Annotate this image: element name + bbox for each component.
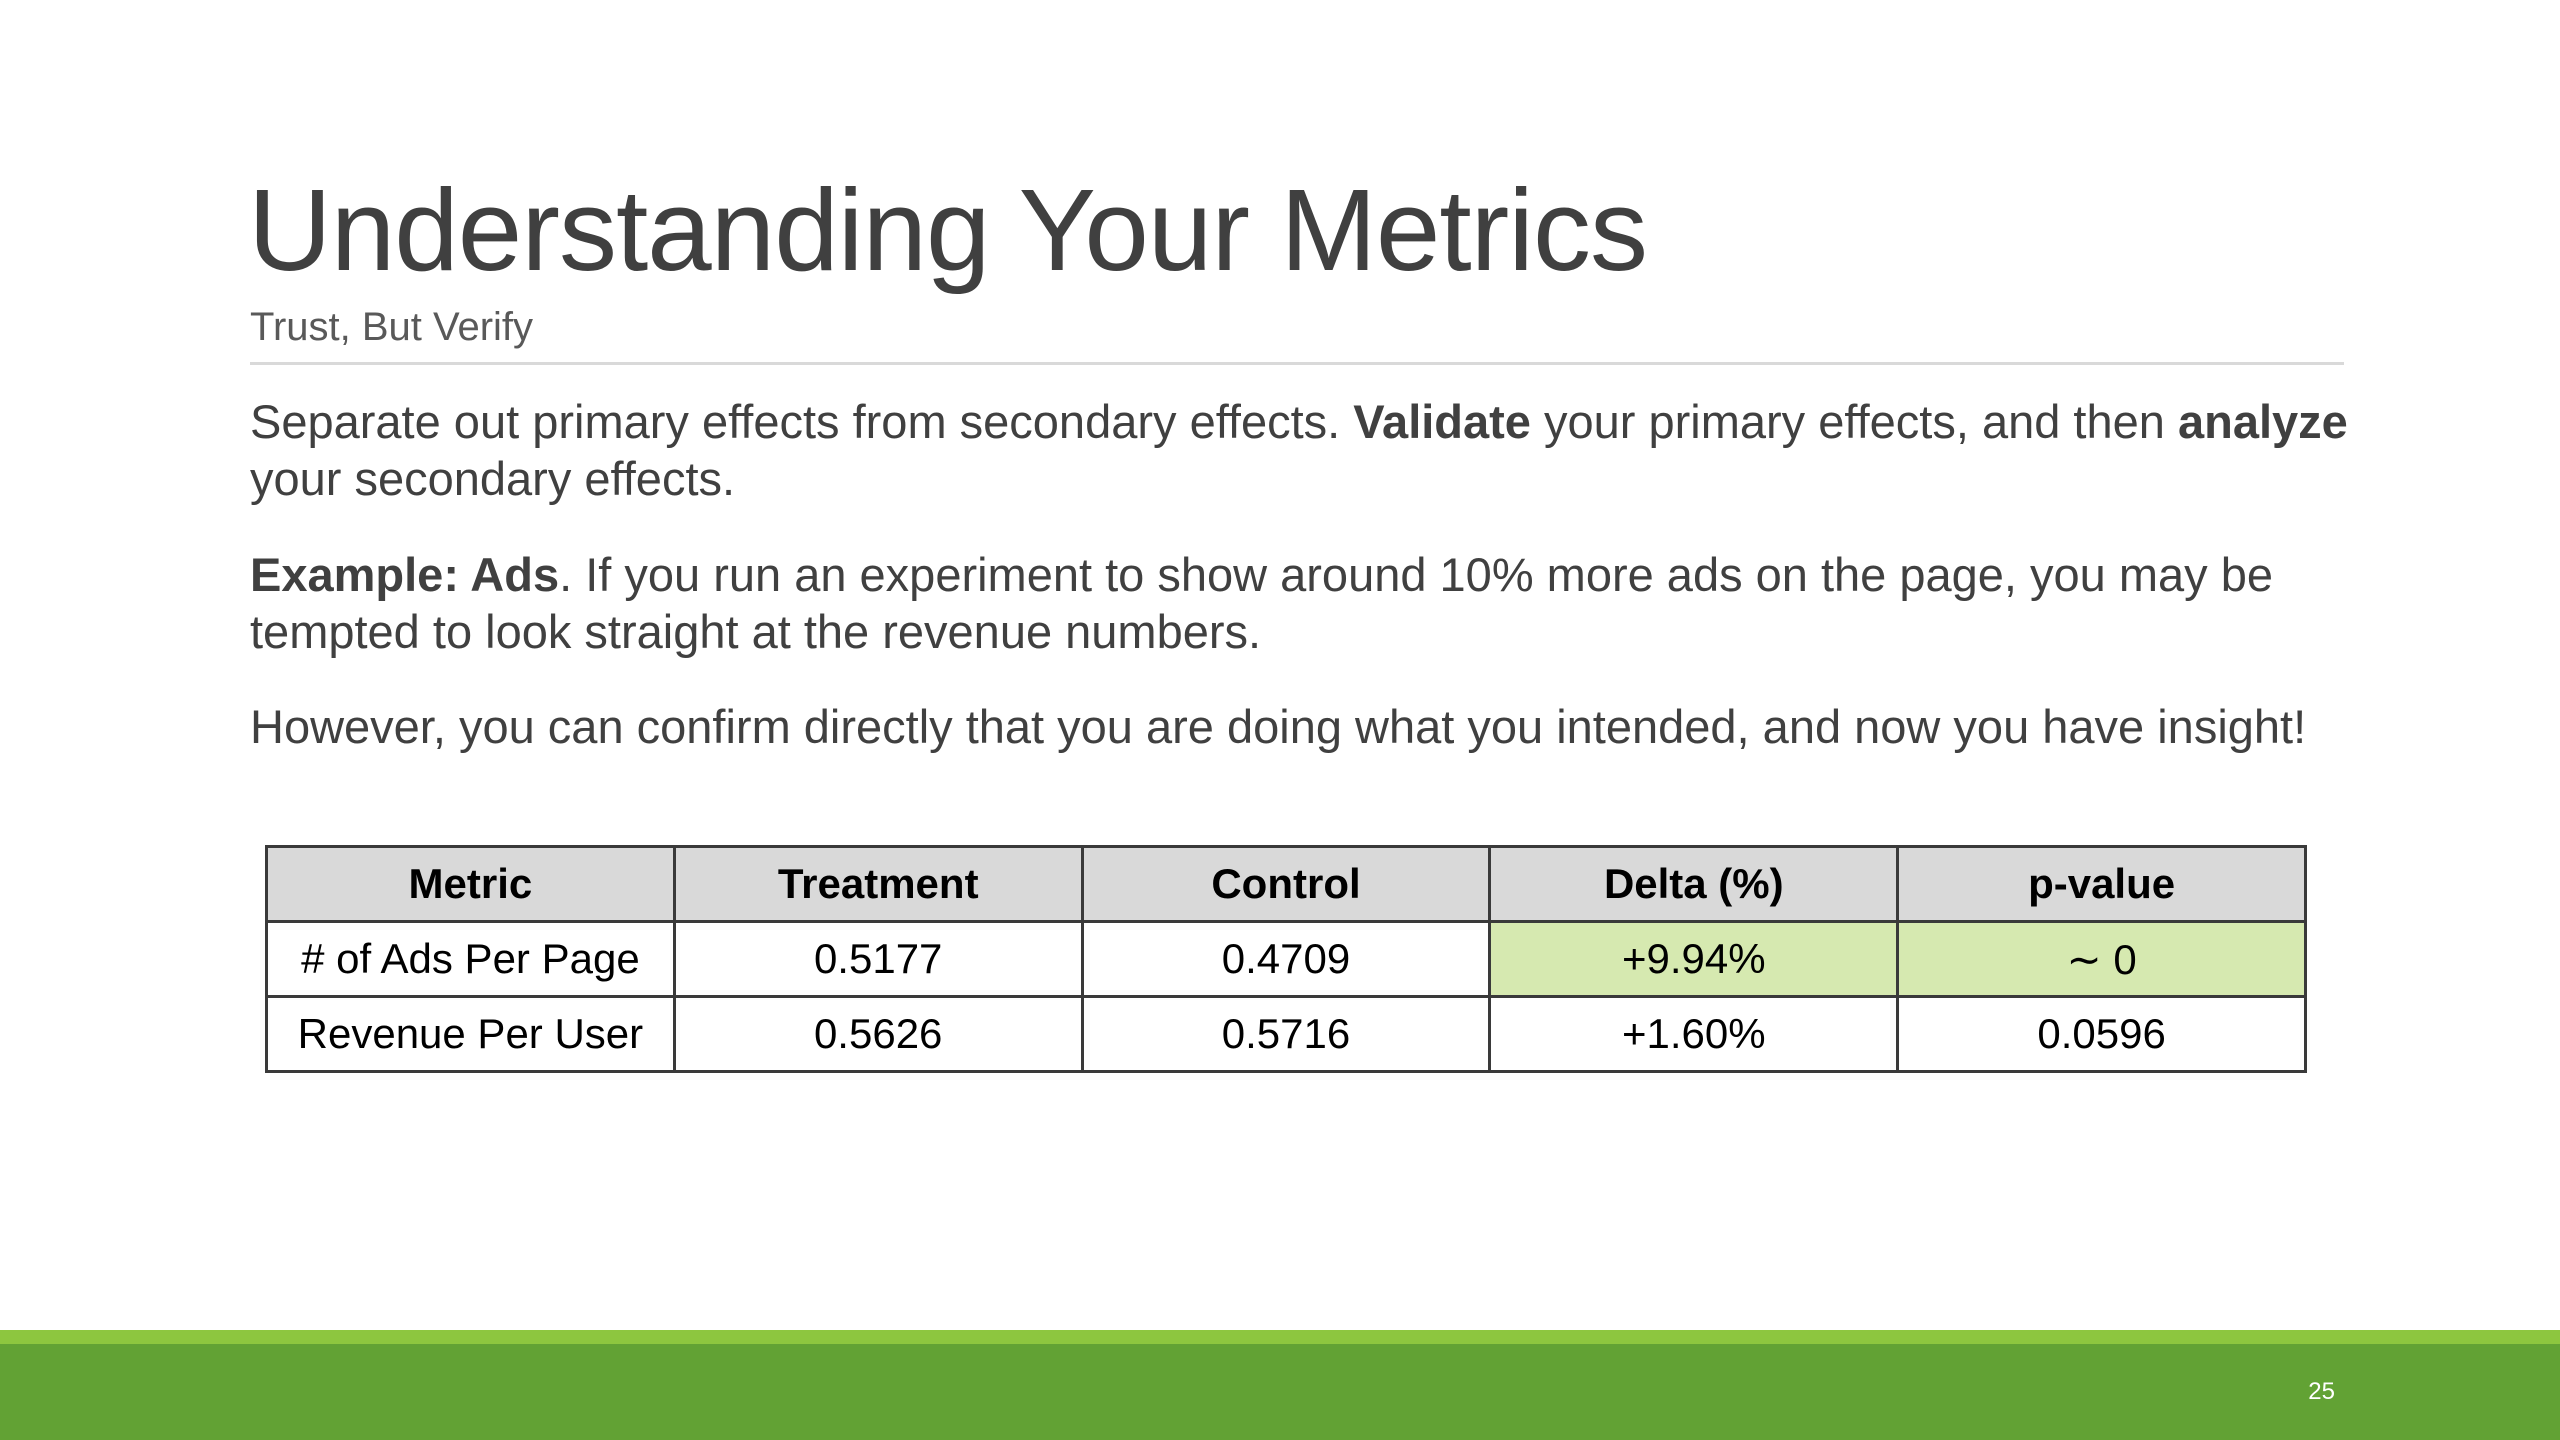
paragraph-text: Separate out primary effects from second…	[250, 395, 1354, 448]
header-control: Control	[1080, 845, 1492, 923]
header-p-value: p-value	[1896, 845, 2307, 923]
bold-text-validate: Validate	[1353, 395, 1531, 448]
table-row: # of Ads Per Page 0.5177 0.4709 +9.94% ∼…	[265, 920, 2307, 998]
paragraph-confirm-insight: However, you can confirm directly that y…	[250, 698, 2350, 755]
footer-bar	[0, 1344, 2560, 1440]
table-row: Revenue Per User 0.5626 0.5716 +1.60% 0.…	[265, 995, 2307, 1073]
paragraph-primary-effects: Separate out primary effects from second…	[250, 393, 2350, 507]
header-delta: Delta (%)	[1488, 845, 1900, 923]
footer-accent-bar	[0, 1330, 2560, 1344]
cell-p-value-highlighted: ∼ 0	[1896, 920, 2307, 998]
cell-control: 0.5716	[1080, 995, 1492, 1073]
slide-title: Understanding Your Metrics	[248, 165, 1648, 295]
cell-treatment: 0.5626	[672, 995, 1084, 1073]
cell-p-value: 0.0596	[1896, 995, 2307, 1073]
metrics-table: Metric Treatment Control Delta (%) p-val…	[265, 845, 2307, 1073]
cell-delta: +1.60%	[1488, 995, 1900, 1073]
cell-metric: Revenue Per User	[265, 995, 676, 1073]
page-number: 25	[2308, 1378, 2335, 1405]
paragraph-example-ads: Example: Ads. If you run an experiment t…	[250, 546, 2350, 660]
table-header-row: Metric Treatment Control Delta (%) p-val…	[265, 845, 2307, 923]
bold-text-example: Example: Ads	[250, 548, 560, 601]
title-divider	[250, 362, 2344, 365]
cell-metric: # of Ads Per Page	[265, 920, 676, 998]
paragraph-text: However, you can confirm directly that y…	[250, 700, 2307, 753]
cell-control: 0.4709	[1080, 920, 1492, 998]
header-treatment: Treatment	[672, 845, 1084, 923]
slide-subtitle: Trust, But Verify	[250, 305, 534, 349]
cell-delta-highlighted: +9.94%	[1488, 920, 1900, 998]
header-metric: Metric	[265, 845, 676, 923]
cell-treatment: 0.5177	[672, 920, 1084, 998]
paragraph-text: your primary effects, and then	[1530, 395, 2178, 448]
bold-text-analyze: analyze	[2177, 395, 2348, 448]
paragraph-text: your secondary effects.	[250, 452, 736, 505]
paragraph-text: . If you run an experiment to show aroun…	[250, 548, 2274, 658]
